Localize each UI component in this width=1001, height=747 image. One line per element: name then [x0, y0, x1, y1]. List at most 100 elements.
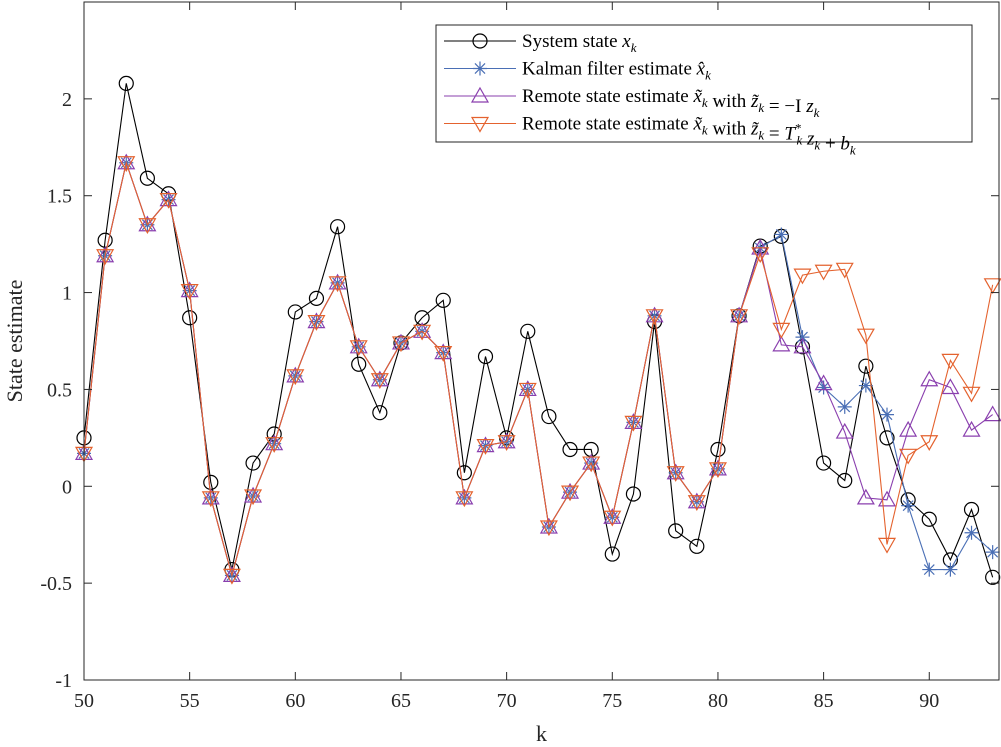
- data-point: [687, 495, 706, 511]
- data-point: [710, 441, 726, 458]
- data-point: [520, 323, 536, 339]
- data-point: [117, 153, 136, 170]
- data-point: [795, 330, 810, 345]
- legend-suffix-word: with: [712, 91, 746, 112]
- data-point: [922, 562, 937, 577]
- data-point: [814, 374, 833, 391]
- legend-prefix: System state: [522, 31, 622, 52]
- legend-suffix-sym-base: T: [784, 124, 796, 145]
- data-point: [391, 336, 411, 353]
- data-point: [287, 304, 303, 320]
- data-point: [880, 407, 895, 422]
- legend-symbol-sub: k: [705, 68, 711, 83]
- data-point: [286, 369, 305, 386]
- data-point: [476, 439, 495, 455]
- data-point: [858, 358, 874, 374]
- legend-symbol-base: x: [621, 31, 631, 52]
- data-point: [370, 370, 389, 387]
- data-point: [814, 264, 833, 281]
- data-point: [96, 249, 115, 265]
- data-point: [139, 170, 155, 186]
- data-point: [793, 268, 812, 285]
- data-point: [772, 335, 791, 352]
- data-point: [983, 405, 1001, 422]
- data-point: [708, 462, 727, 479]
- data-point: [772, 322, 791, 339]
- y-axis-label: State estimate: [2, 280, 27, 403]
- y-tick-label: -1: [55, 670, 72, 692]
- legend-label: Kalman filter estimate x̂k: [522, 59, 711, 83]
- y-tick-label: 1: [62, 283, 72, 305]
- data-point: [985, 569, 1001, 585]
- legend-symbol-base: x̂: [696, 59, 706, 80]
- legend-marker: [473, 61, 487, 76]
- legend-suffix-sym-base: z̃: [750, 119, 760, 140]
- data-point: [603, 508, 622, 524]
- data-point: [245, 455, 261, 471]
- x-axis-label: k: [536, 721, 547, 746]
- data-point: [222, 568, 241, 585]
- data-point: [518, 380, 537, 397]
- data-point: [413, 324, 432, 341]
- legend-entry-2: Kalman filter estimate x̂k: [444, 59, 711, 83]
- data-point: [645, 306, 664, 323]
- data-point: [539, 517, 558, 534]
- data-point: [308, 290, 325, 306]
- data-point: [983, 278, 1001, 295]
- data-point: [816, 380, 831, 395]
- data-point: [265, 434, 284, 451]
- legend-label: System state xk: [522, 31, 637, 55]
- data-point: [117, 156, 136, 172]
- legend-symbol-sub: k: [631, 40, 637, 55]
- legend-symbol-sub: k: [702, 123, 708, 138]
- data-point: [666, 466, 685, 482]
- data-point: [180, 281, 199, 298]
- data-point: [666, 463, 685, 480]
- data-point: [413, 322, 432, 338]
- data-point: [159, 192, 178, 209]
- data-point: [222, 566, 241, 582]
- data-point: [560, 485, 580, 502]
- data-point: [835, 422, 854, 439]
- data-point: [372, 405, 388, 421]
- legend-suffix-sym-base: b: [840, 134, 850, 155]
- legend-suffix-word: +: [825, 134, 836, 155]
- data-point: [477, 348, 494, 365]
- data-point: [201, 488, 220, 505]
- data-point: [730, 306, 749, 323]
- legend-marker: [472, 33, 488, 49]
- legend-suffix-word: with: [712, 119, 746, 140]
- data-point: [793, 337, 812, 354]
- series-line: [83, 83, 994, 578]
- plot-frame: [83, 1, 1000, 681]
- legend-label: Remote state estimate x̃k with z̃k = T* k…: [522, 114, 856, 158]
- data-point: [964, 525, 979, 540]
- x-tick-label: 75: [602, 690, 622, 712]
- data-point: [201, 491, 220, 508]
- legend-suffix-sym-sup: *: [795, 121, 802, 136]
- legend-suffix-sym-base: z: [806, 129, 815, 150]
- data-point: [539, 520, 558, 537]
- x-tick-label: 80: [708, 690, 728, 712]
- legend-box: [435, 24, 973, 143]
- data-point: [943, 562, 958, 577]
- data-point: [96, 246, 115, 263]
- data-point: [265, 437, 284, 453]
- data-point: [730, 309, 749, 326]
- data-point: [941, 378, 960, 395]
- legend-suffix-word: =: [769, 96, 780, 117]
- data-point: [985, 545, 1000, 560]
- data-point: [328, 276, 347, 293]
- x-tick-label: 70: [497, 690, 517, 712]
- data-point: [159, 190, 178, 207]
- data-point: [751, 247, 770, 264]
- legend-entry-3: Remote state estimate x̃k with z̃k = −I …: [444, 86, 820, 120]
- data-point: [560, 482, 580, 499]
- x-tick-label: 50: [74, 690, 94, 712]
- legend-symbol-base: x̃: [692, 86, 702, 107]
- legend-prefix: Remote state estimate: [522, 86, 693, 107]
- x-tick-label: 90: [919, 690, 939, 712]
- data-point: [329, 219, 346, 235]
- data-point: [138, 215, 157, 232]
